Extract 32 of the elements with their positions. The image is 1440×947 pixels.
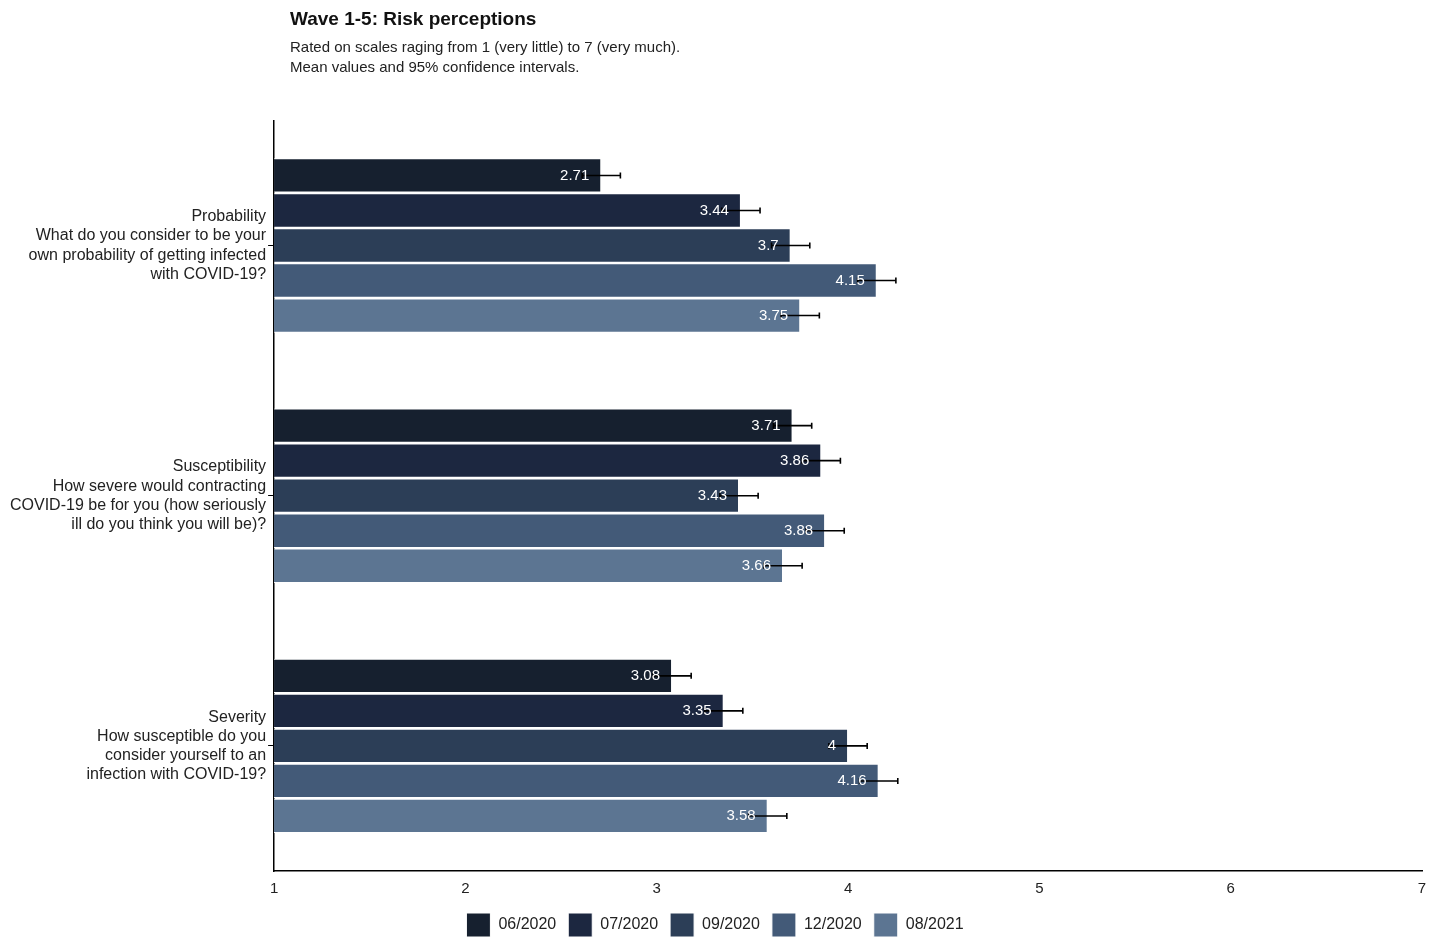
- x-tick-label: 2: [461, 879, 470, 897]
- data-label: 3.66: [741, 555, 771, 573]
- data-label: 3.75: [759, 305, 789, 323]
- data-label: 3.35: [682, 701, 712, 719]
- data-label: 3.88: [783, 520, 814, 538]
- data-label: 3.43: [697, 485, 727, 503]
- y-tick-label: Probability What do you consider to be your own probability of getting infected with COVID-19?: [28, 207, 267, 282]
- data-label: 2.71: [560, 165, 590, 183]
- data-label: 3.44: [699, 200, 729, 218]
- data-label: 4: [827, 736, 837, 754]
- x-tick-label: 5: [1035, 879, 1044, 897]
- legend-label: 08/2021: [905, 915, 964, 933]
- x-tick-label: 6: [1226, 879, 1235, 897]
- legend-label: 12/2020: [803, 915, 862, 933]
- x-tick-label: 7: [1417, 879, 1427, 897]
- data-label: 4.15: [835, 270, 865, 288]
- data-label: 4.16: [837, 771, 867, 789]
- data-label: 3.71: [751, 415, 781, 433]
- chart-subtitle: Rated on scales raging from 1 (very little) to 7 (very much). Mean values and 95% confidence intervals.: [290, 37, 681, 77]
- x-tick-label: 4: [843, 879, 853, 897]
- y-tick-label: Severity How susceptible do you consider yourself to an infection with COVID-19?: [86, 707, 267, 783]
- y-tick-label: Susceptibility How severe would contracting COVID-19 be for you (how seriously ill do you think you will be)?: [9, 457, 267, 532]
- data-label: 3.08: [630, 665, 661, 683]
- legend-label: 09/2020: [702, 915, 761, 933]
- chart-title: Wave 1-5: Risk perceptions: [290, 8, 537, 30]
- legend-label: 07/2020: [600, 915, 659, 933]
- data-label: 3.86: [780, 450, 810, 468]
- data-label: 3.7: [757, 235, 779, 253]
- x-tick-label: 1: [269, 879, 279, 897]
- legend-label: 06/2020: [498, 915, 557, 933]
- x-tick-label: 3: [652, 879, 661, 897]
- data-label: 3.58: [726, 806, 756, 824]
